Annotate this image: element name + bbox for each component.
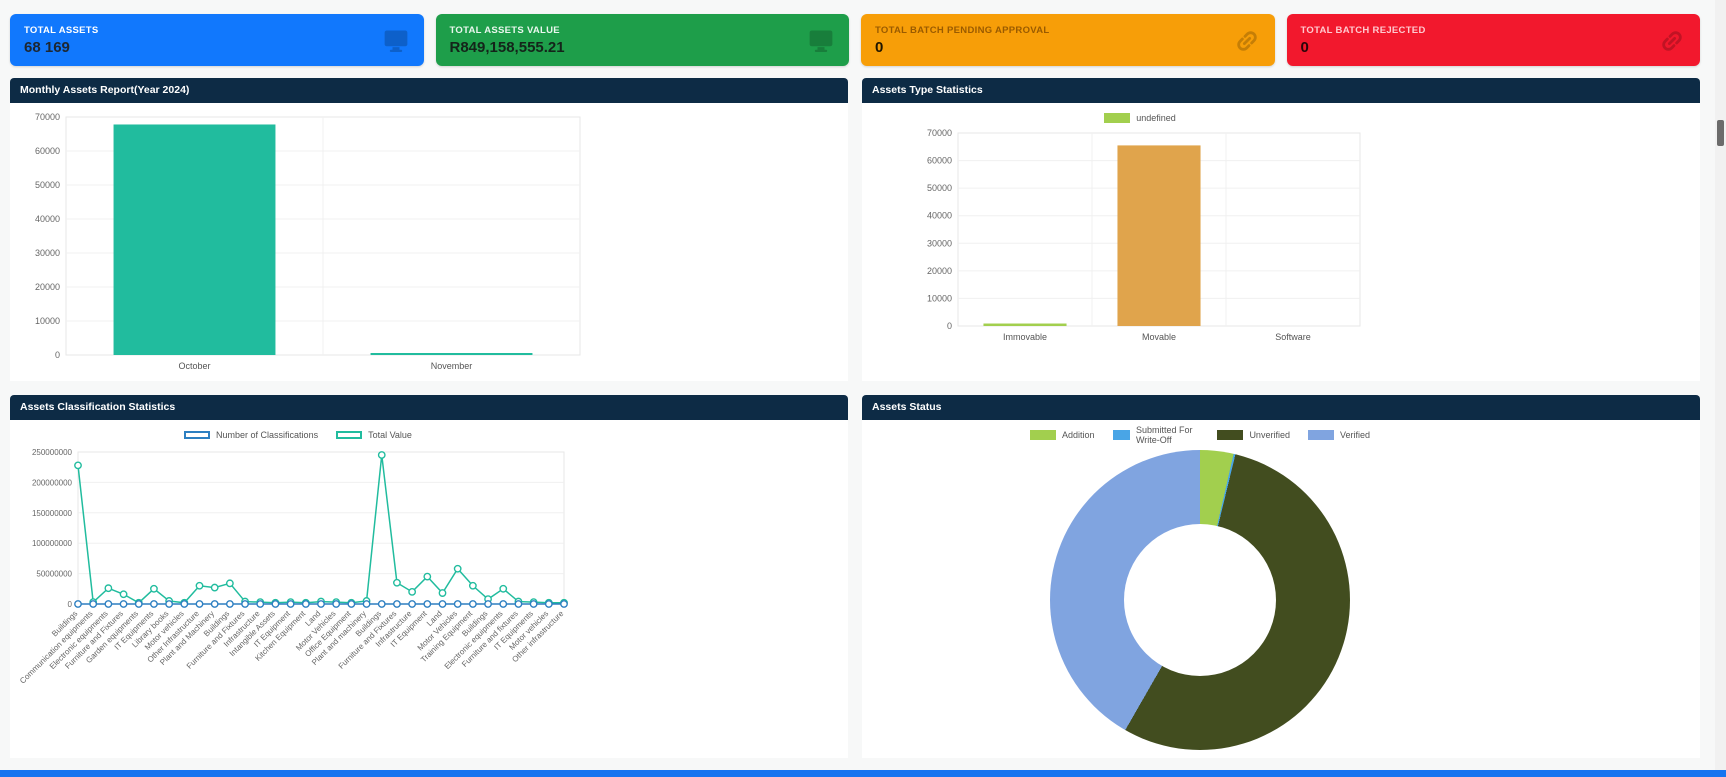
legend-swatch (1104, 113, 1131, 123)
kpi-card-label: TOTAL BATCH PENDING APPROVAL (875, 25, 1050, 36)
kpi-card-value: 68 169 (24, 39, 70, 56)
kpi-card-label: TOTAL BATCH REJECTED (1300, 25, 1426, 36)
svg-text:Software: Software (1275, 332, 1311, 342)
svg-text:November: November (431, 361, 473, 371)
link-icon (1231, 26, 1263, 56)
monitor-icon (805, 27, 837, 55)
kpi-card-total-assets[interactable]: TOTAL ASSETS 68 169 (10, 14, 424, 66)
monthly-assets-bar-chart[interactable]: 0 10000 20000 30000 40000 50000 60000 70000 Octo… (18, 109, 588, 381)
assets-type-bar-chart[interactable]: 0 10000 20000 30000 40000 50000 60000 70000 Immo… (900, 127, 1370, 352)
kpi-card-label: TOTAL ASSETS VALUE (449, 25, 560, 36)
monitor-icon (380, 27, 412, 55)
panel-assets-status: Assets Status Addition Submitted For Writ… (862, 395, 1700, 758)
panel-assets-type-statistics: Assets Type Statistics undefined 0 10000 2… (862, 78, 1700, 381)
svg-text:20000: 20000 (35, 282, 60, 292)
svg-text:60000: 60000 (927, 156, 952, 166)
svg-text:150000000: 150000000 (32, 509, 73, 518)
svg-text:Immovable: Immovable (1003, 332, 1047, 342)
legend-swatch (1112, 430, 1130, 440)
legend-item: Number of Classifications (184, 430, 318, 440)
svg-text:Movable: Movable (1142, 332, 1176, 342)
legend-label: Unverified (1249, 430, 1290, 440)
bottom-accent-bar (0, 770, 1726, 777)
link-icon (1656, 26, 1688, 56)
svg-text:30000: 30000 (35, 248, 60, 258)
svg-text:0: 0 (55, 350, 60, 360)
kpi-card-text: TOTAL ASSETS VALUE R849,158,555.21 (450, 25, 565, 56)
legend-swatch (336, 431, 363, 439)
legend-item: Addition (1030, 430, 1095, 440)
svg-text:30000: 30000 (927, 238, 952, 248)
svg-text:0: 0 (947, 321, 952, 331)
svg-text:10000: 10000 (35, 316, 60, 326)
svg-text:250000000: 250000000 (32, 448, 73, 457)
kpi-card-total-assets-value[interactable]: TOTAL ASSETS VALUE R849,158,555.21 (435, 14, 849, 66)
svg-text:50000000: 50000000 (36, 570, 72, 579)
panel-monthly-assets-report: Monthly Assets Report(Year 2024) 0 10000 2… (10, 78, 848, 381)
svg-text:50000: 50000 (35, 180, 60, 190)
classification-line-chart[interactable]: 0 50000000 100000000 150000000 200000000 2500… (18, 444, 578, 734)
kpi-card-text: TOTAL BATCH PENDING APPROVAL 0 (875, 25, 1049, 56)
svg-text:40000: 40000 (35, 214, 60, 224)
svg-text:70000: 70000 (927, 128, 952, 138)
svg-text:0: 0 (68, 600, 73, 609)
legend-label: undefined (1136, 113, 1176, 123)
panel-title: Assets Type Statistics (862, 78, 1700, 103)
assets-type-legend: undefined (900, 109, 1380, 127)
panel-title: Assets Classification Statistics (10, 395, 848, 420)
legend-label: Addition (1062, 430, 1095, 440)
doughnut-hole (1124, 524, 1276, 676)
svg-text:40000: 40000 (927, 211, 952, 221)
assets-status-legend: Addition Submitted For Write-Off Unverifie… (1030, 425, 1370, 445)
legend-item: undefined (1104, 113, 1176, 123)
legend-item: Submitted For Write-Off (1112, 425, 1200, 445)
svg-text:70000: 70000 (35, 112, 60, 122)
svg-text:October: October (178, 361, 210, 371)
legend-swatch (1030, 430, 1056, 440)
svg-text:100000000: 100000000 (32, 539, 73, 548)
legend-swatch (184, 431, 211, 439)
legend-item: Total Value (336, 430, 412, 440)
legend-label: Total Value (368, 430, 412, 440)
assets-status-doughnut-chart[interactable] (1050, 450, 1350, 750)
legend-label: Verified (1339, 430, 1370, 440)
kpi-card-text: TOTAL BATCH REJECTED 0 (1301, 25, 1426, 56)
legend-swatch (1307, 430, 1334, 440)
kpi-cards-row: TOTAL ASSETS 68 169 TOTAL ASSETS VALUE R… (0, 0, 1726, 78)
kpi-card-batch-pending-approval[interactable]: TOTAL BATCH PENDING APPROVAL 0 (861, 14, 1275, 66)
page-scrollbar[interactable] (1715, 0, 1726, 770)
svg-text:60000: 60000 (35, 146, 60, 156)
legend-label: Number of Classifications (216, 430, 319, 440)
kpi-card-label: TOTAL ASSETS (24, 25, 99, 36)
kpi-card-value: 0 (875, 39, 884, 56)
legend-item: Unverified (1217, 430, 1290, 440)
svg-text:50000: 50000 (927, 183, 952, 193)
legend-item: Verified (1307, 430, 1370, 440)
legend-label: Submitted For Write-Off (1135, 425, 1193, 445)
classification-legend: Number of Classifications Total Value (18, 426, 578, 444)
svg-text:200000000: 200000000 (32, 478, 73, 487)
svg-text:20000: 20000 (927, 266, 952, 276)
legend-swatch (1217, 430, 1244, 440)
kpi-card-batch-rejected[interactable]: TOTAL BATCH REJECTED 0 (1286, 14, 1700, 66)
panel-title: Assets Status (862, 395, 1700, 420)
kpi-card-value: R849,158,555.21 (449, 39, 565, 56)
scrollbar-thumb[interactable] (1717, 120, 1724, 146)
kpi-card-value: 0 (1300, 39, 1309, 56)
panel-title: Monthly Assets Report(Year 2024) (10, 78, 848, 103)
panel-assets-classification-statistics: Assets Classification Statistics Number … (10, 395, 848, 758)
svg-text:10000: 10000 (927, 293, 952, 303)
kpi-card-text: TOTAL ASSETS 68 169 (24, 25, 99, 56)
